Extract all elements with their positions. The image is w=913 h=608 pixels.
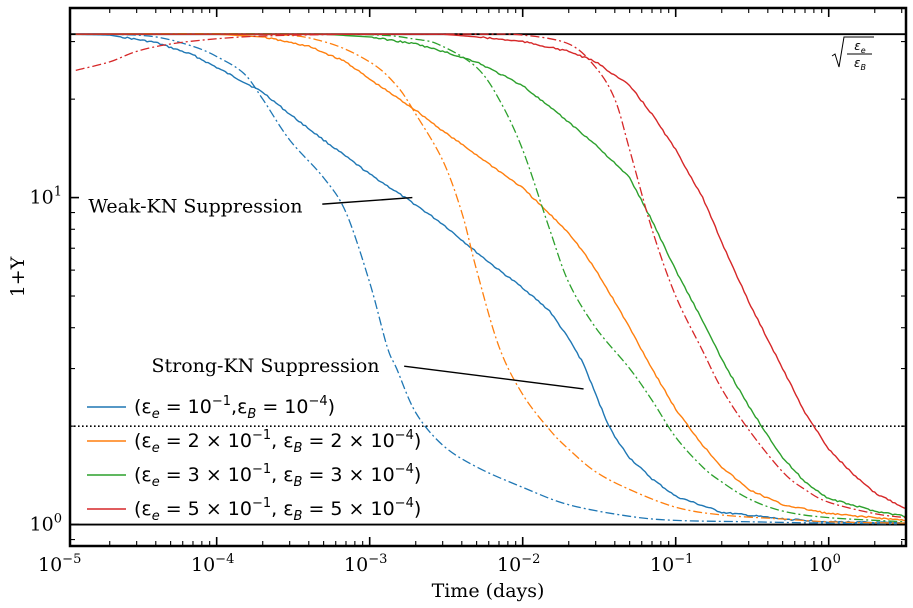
legend-label-part: , ε — [271, 464, 293, 486]
y-tick-label-exponent: 0 — [54, 512, 62, 527]
legend-label-part: = 5 × 10 — [302, 498, 394, 520]
annotation-1-text: Weak-KN Suppression — [88, 195, 302, 217]
legend-label-part: B — [293, 475, 302, 490]
sqrt-denominator: εB — [854, 56, 866, 72]
annotations: Weak-KN Suppression Strong-KN Suppression — [88, 195, 584, 390]
y-tick-label-base: 10 — [30, 187, 54, 209]
legend-entry-4: (εe = 5 × 10−1, εB = 5 × 10−4) — [87, 496, 421, 524]
y-tick-label: 100 — [30, 512, 62, 536]
series-2-dashdot-line — [75, 32, 907, 524]
legend-label-part: −1 — [212, 394, 231, 409]
annotation-1: Weak-KN Suppression — [88, 195, 413, 217]
legend-entry-2: (εe = 2 × 10−1, εB = 2 × 10−4) — [87, 428, 421, 456]
x-tick-label: 10−1 — [650, 552, 693, 576]
legend-label-4: (εe = 5 × 10−1, εB = 5 × 10−4) — [134, 496, 421, 524]
x-tick-label: 10−3 — [344, 552, 387, 576]
y-tick-label: 101 — [30, 185, 62, 209]
y-tick-label-exponent: 1 — [54, 185, 62, 200]
legend-label-part: ) — [414, 430, 421, 452]
legend-label-part: (ε — [134, 464, 152, 486]
legend-label-part: (ε — [134, 396, 152, 418]
legend-entry-3: (εe = 3 × 10−1, εB = 3 × 10−4) — [87, 462, 421, 490]
legend-label-part: = 2 × 10 — [302, 430, 394, 452]
x-tick-label: 100 — [808, 552, 840, 576]
plot-frame — [68, 6, 908, 548]
legend-label-part: (ε — [134, 498, 152, 520]
legend-label-part: e — [152, 509, 160, 524]
x-tick-label-base: 10 — [808, 554, 832, 576]
legend-label-part: −4 — [395, 462, 414, 477]
legend-label-part: B — [293, 441, 302, 456]
annotation-2-text: Strong-KN Suppression — [151, 355, 379, 377]
legend-label-part: −1 — [252, 428, 271, 443]
sqrt-numerator: εe — [854, 39, 866, 55]
x-tick-label: 10−5 — [38, 552, 81, 576]
legend-label-part: ,ε — [231, 396, 247, 418]
annotation-2: Strong-KN Suppression — [151, 355, 584, 390]
y-axis-label: 1+Y — [7, 256, 29, 297]
x-tick-label-base: 10 — [650, 554, 674, 576]
legend-label-part: = 2 × 10 — [160, 430, 252, 452]
legend-label-part: B — [247, 407, 256, 422]
legend-label-part: = 10 — [160, 396, 212, 418]
y-tick-label-base: 10 — [30, 514, 54, 536]
annotation-1-arrow — [322, 196, 413, 205]
legend-label-part: , ε — [271, 430, 293, 452]
series-3-dashdot-line — [75, 33, 907, 523]
x-tick-label-exponent: −3 — [368, 552, 387, 567]
annotation-2-arrow — [404, 365, 584, 390]
legend-label-part: ) — [328, 396, 335, 418]
legend-label-part: , ε — [271, 498, 293, 520]
x-tick-label: 10−2 — [497, 552, 540, 576]
series-1-dashdot-line — [75, 33, 907, 525]
series-4 — [75, 33, 907, 519]
legend-label-part: e — [152, 407, 160, 422]
x-tick-label-base: 10 — [38, 554, 62, 576]
series-1 — [75, 33, 907, 525]
x-tick-label: 10−4 — [191, 552, 234, 576]
legend-label-part: = 5 × 10 — [160, 498, 252, 520]
legend-label-part: = 3 × 10 — [160, 464, 252, 486]
x-tick-label-exponent: −2 — [521, 552, 540, 567]
x-tick-label-exponent: −5 — [62, 552, 81, 567]
legend: (εe = 10−1,εB = 10−4)(εe = 2 × 10−1, εB … — [87, 394, 421, 524]
legend-label-part: −4 — [395, 496, 414, 511]
x-tick-label-base: 10 — [344, 554, 368, 576]
legend-label-part: −4 — [395, 428, 414, 443]
x-tick-label-base: 10 — [497, 554, 521, 576]
series-layer — [75, 32, 907, 525]
legend-label-part: ) — [414, 464, 421, 486]
legend-label-1: (εe = 10−1,εB = 10−4) — [134, 394, 335, 422]
legend-label-part: e — [152, 441, 160, 456]
legend-label-part: ) — [414, 498, 421, 520]
legend-label-part: −1 — [252, 496, 271, 511]
legend-label-part: (ε — [134, 430, 152, 452]
x-tick-label-exponent: −1 — [674, 552, 693, 567]
x-axis-label: Time (days) — [432, 580, 545, 602]
legend-label-3: (εe = 3 × 10−1, εB = 3 × 10−4) — [134, 462, 421, 490]
legend-label-part: = 3 × 10 — [302, 464, 394, 486]
x-tick-label-exponent: 0 — [833, 552, 841, 567]
series-4-solid-line — [75, 33, 907, 510]
legend-label-part: e — [152, 475, 160, 490]
x-tick-label-base: 10 — [191, 554, 215, 576]
legend-label-2: (εe = 2 × 10−1, εB = 2 × 10−4) — [134, 428, 421, 456]
series-4-dashdot-line — [75, 33, 907, 519]
legend-label-part: −1 — [252, 462, 271, 477]
legend-label-part: = 10 — [256, 396, 308, 418]
legend-label-part: B — [293, 509, 302, 524]
legend-entry-1: (εe = 10−1,εB = 10−4) — [87, 394, 335, 422]
sqrt-symbol — [831, 36, 874, 68]
series-1-solid-line — [75, 33, 907, 525]
legend-label-part: −4 — [308, 394, 327, 409]
x-tick-label-exponent: −4 — [215, 552, 234, 567]
